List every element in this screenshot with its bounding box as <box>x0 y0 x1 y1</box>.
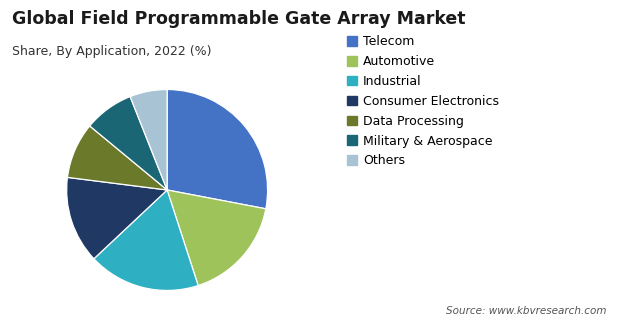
Text: Source: www.kbvresearch.com: Source: www.kbvresearch.com <box>446 306 607 316</box>
Wedge shape <box>90 97 167 190</box>
Wedge shape <box>67 126 167 190</box>
Legend: Telecom, Automotive, Industrial, Consumer Electronics, Data Processing, Military: Telecom, Automotive, Industrial, Consume… <box>347 35 499 167</box>
Wedge shape <box>67 177 167 259</box>
Wedge shape <box>167 190 266 286</box>
Text: Global Field Programmable Gate Array Market: Global Field Programmable Gate Array Mar… <box>12 10 466 28</box>
Wedge shape <box>94 190 198 290</box>
Wedge shape <box>130 90 167 190</box>
Wedge shape <box>167 90 267 209</box>
Text: Share, By Application, 2022 (%): Share, By Application, 2022 (%) <box>12 45 212 58</box>
